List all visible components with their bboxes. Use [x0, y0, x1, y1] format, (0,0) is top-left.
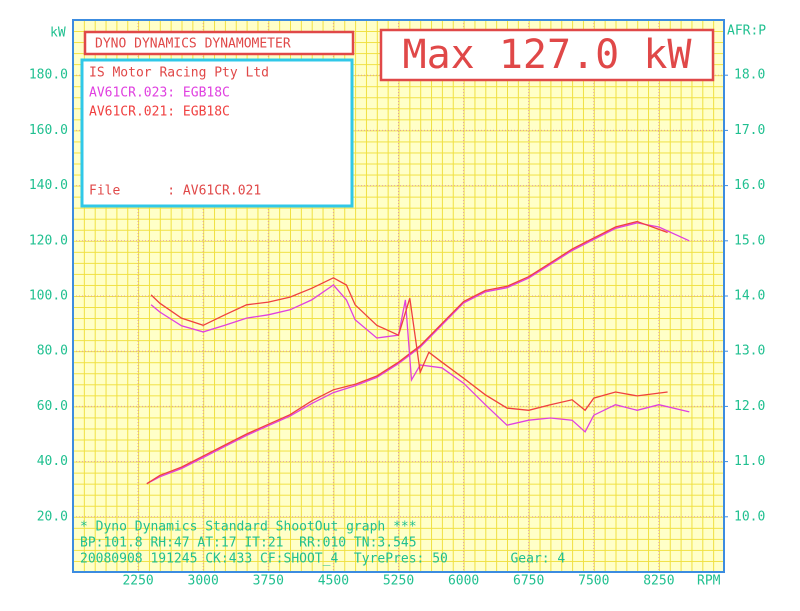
- info-box: [80, 58, 354, 208]
- max-box: [379, 28, 715, 82]
- y2-tick-label: 18.0: [734, 68, 765, 83]
- y2-tick-label: 12.0: [734, 399, 765, 414]
- lines-layer: [146, 220, 690, 485]
- y-tick-label: 100.0: [29, 289, 68, 304]
- y-tick-label: 80.0: [37, 344, 68, 359]
- chart-title: DYNO DYNAMICS DYNAMOMETER: [95, 37, 291, 52]
- y2-tick-label: 13.0: [734, 344, 765, 359]
- y-axis-label: kW: [50, 26, 66, 41]
- x-tick-label: 4500: [318, 574, 349, 589]
- x-tick-label: 6000: [448, 574, 479, 589]
- y-tick-label: 180.0: [29, 68, 68, 83]
- afr-line: [150, 284, 690, 433]
- x-tick-label: 7500: [578, 574, 609, 589]
- y2-tick-label: 11.0: [734, 454, 765, 469]
- file-label: File : AV61CR.021: [89, 184, 261, 199]
- y-tick-label: 140.0: [29, 178, 68, 193]
- y-tick-label: 120.0: [29, 233, 68, 248]
- x-axis-label: RPM: [697, 574, 721, 589]
- y2-tick-label: 16.0: [734, 178, 765, 193]
- y-tick-label: 20.0: [37, 509, 68, 524]
- y-tick-label: 160.0: [29, 123, 68, 138]
- y2-tick-label: 15.0: [734, 233, 765, 248]
- y2-tick-label: 10.0: [734, 509, 765, 524]
- afr-line: [150, 277, 668, 412]
- y2-tick-label: 17.0: [734, 123, 765, 138]
- x-tick-label: 2250: [122, 574, 153, 589]
- x-tick-label: 3750: [253, 574, 284, 589]
- title-box: [83, 30, 355, 56]
- x-tick-label: 5250: [383, 574, 414, 589]
- x-tick-label: 8250: [643, 574, 674, 589]
- x-tick-label: 6750: [513, 574, 544, 589]
- legend-entry: AV61CR.023: EGB18C: [89, 86, 230, 101]
- power-line: [146, 220, 668, 485]
- max-label: Max 127.0 kW: [403, 32, 693, 78]
- y-tick-label: 60.0: [37, 399, 68, 414]
- footer-line: * Dyno Dynamics Standard ShootOut graph …: [80, 520, 417, 535]
- x-tick-label: 3000: [188, 574, 219, 589]
- y2-tick-label: 14.0: [734, 289, 765, 304]
- footer-line: BP:101.8 RH:47 AT:17 IT:21 RR:010 TN:3.5…: [80, 536, 417, 551]
- y2-axis-label: AFR:P: [727, 24, 766, 39]
- y-tick-label: 40.0: [37, 454, 68, 469]
- company: IS Motor Racing Pty Ltd: [89, 66, 269, 81]
- footer-line: 20080908 191245 CK:433 CF:SHOOT_4 TyrePr…: [80, 552, 565, 567]
- legend-entry: AV61CR.021: EGB18C: [89, 105, 230, 120]
